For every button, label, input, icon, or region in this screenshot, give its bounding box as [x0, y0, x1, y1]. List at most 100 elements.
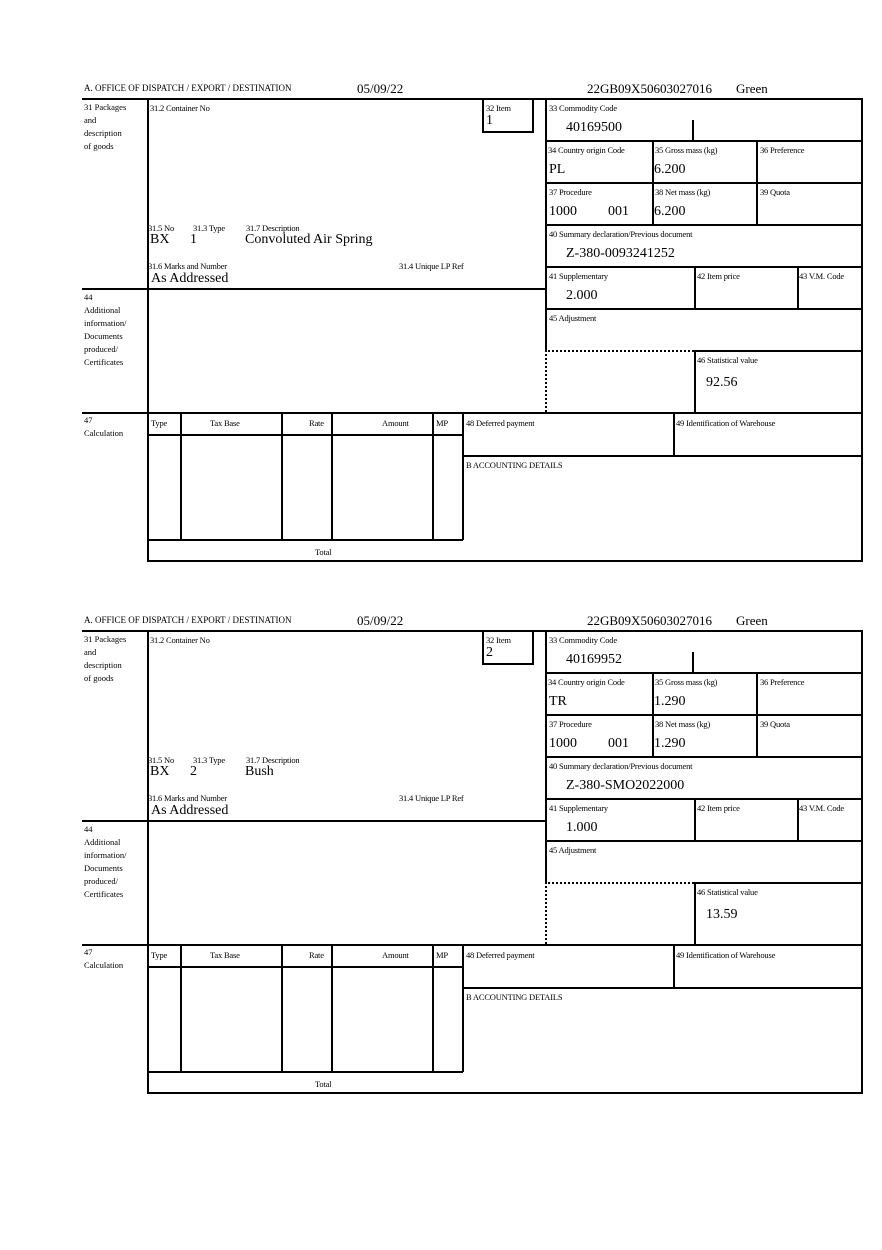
item-number: 1: [486, 113, 493, 128]
quota-label: 39 Quota: [760, 187, 790, 197]
divider: [694, 798, 696, 841]
dotted-divider: [545, 882, 694, 884]
packages-type-label: 31.3 Type: [193, 755, 225, 765]
accounting-details-label: B ACCOUNTING DETAILS: [466, 460, 563, 470]
description-label: 31.7 Description: [246, 223, 300, 233]
divider: [147, 560, 863, 562]
item-price-label: 42 Item price: [697, 271, 740, 281]
packages-type: 2: [190, 764, 197, 779]
item-price-label: 42 Item price: [697, 803, 740, 813]
divider: [694, 882, 696, 945]
country-origin-label: 34 Country origin Code: [548, 145, 625, 155]
gross-mass-label: 35 Gross mass (kg): [655, 677, 718, 687]
calc-mp-header: MP: [436, 418, 448, 428]
divider: [147, 539, 463, 541]
divider: [82, 288, 546, 290]
item-declaration-block: A. OFFICE OF DISPATCH / EXPORT / DESTINA…: [0, 610, 882, 1110]
divider: [545, 182, 863, 184]
dotted-divider: [545, 350, 694, 352]
route: Green: [736, 81, 768, 96]
item-label: 32 Item: [486, 635, 511, 645]
divider: [432, 944, 434, 1072]
reference-number: 22GB09X50603027016: [587, 81, 712, 96]
supplementary: 2.000: [566, 288, 598, 303]
divider: [692, 120, 694, 141]
total-label: Total: [315, 1079, 332, 1089]
dotted-divider: [545, 882, 547, 944]
commodity-code-label: 33 Commodity Code: [549, 635, 617, 645]
statistical-value-label: 46 Statistical value: [697, 355, 758, 365]
net-mass-label: 38 Net mass (kg): [655, 719, 711, 729]
adjustment-label: 45 Adjustment: [549, 313, 597, 323]
divider: [652, 140, 654, 225]
divider: [545, 756, 863, 758]
statistical-value: 13.59: [706, 907, 738, 922]
divider: [482, 100, 484, 133]
office-label: A. OFFICE OF DISPATCH / EXPORT / DESTINA…: [84, 83, 292, 93]
divider: [694, 266, 696, 309]
description-label: 31.7 Description: [246, 755, 300, 765]
procedure: 1000: [549, 204, 577, 219]
divider: [180, 944, 182, 1072]
country-origin-label: 34 Country origin Code: [548, 677, 625, 687]
box44-label: 44 Additional information/ Documents pro…: [84, 292, 127, 367]
divider: [82, 412, 863, 414]
adjustment-label: 45 Adjustment: [549, 845, 597, 855]
gross-mass-label: 35 Gross mass (kg): [655, 145, 718, 155]
packages-no: BX: [150, 232, 170, 247]
divider: [532, 100, 534, 133]
divider: [331, 944, 333, 1072]
divider: [147, 966, 463, 968]
divider: [147, 1071, 463, 1073]
calculation-label: 47 Calculation: [84, 415, 124, 438]
divider: [281, 944, 283, 1072]
divider: [861, 630, 863, 1094]
packages-type: 1: [190, 232, 197, 247]
previous-document: Z-380-0093241252: [566, 246, 675, 261]
calculation-label: 47 Calculation: [84, 947, 124, 970]
box31-label: 31 Packages and description of goods: [84, 102, 127, 151]
divider: [147, 434, 463, 436]
divider: [545, 672, 863, 674]
goods-description: Convoluted Air Spring: [245, 232, 373, 247]
date: 05/09/22: [357, 81, 404, 96]
divider: [694, 882, 863, 884]
commodity-code: 40169500: [566, 120, 622, 135]
warehouse-label: 49 Identification of Warehouse: [676, 950, 776, 960]
procedure-additional: 001: [608, 736, 629, 751]
divider: [797, 798, 799, 841]
procedure-additional: 001: [608, 204, 629, 219]
divider: [673, 944, 675, 988]
procedure: 1000: [549, 736, 577, 751]
procedure-label: 37 Procedure: [549, 719, 592, 729]
divider: [462, 944, 464, 1072]
item-declaration-block: A. OFFICE OF DISPATCH / EXPORT / DESTINA…: [0, 78, 882, 578]
warehouse-label: 49 Identification of Warehouse: [676, 418, 776, 428]
divider: [147, 630, 149, 1094]
divider: [652, 672, 654, 757]
supplementary-label: 41 Supplementary: [549, 803, 608, 813]
item-label: 32 Item: [486, 103, 511, 113]
packages-no-label: 31.5 No: [148, 755, 174, 765]
preference-label: 36 Preference: [760, 145, 805, 155]
divider: [545, 840, 863, 842]
supplementary: 1.000: [566, 820, 598, 835]
divider: [545, 714, 863, 716]
divider: [545, 308, 863, 310]
country-origin: PL: [549, 162, 566, 177]
divider: [545, 224, 863, 226]
divider: [180, 412, 182, 540]
accounting-details-label: B ACCOUNTING DETAILS: [466, 992, 563, 1002]
divider: [694, 350, 863, 352]
route: Green: [736, 613, 768, 628]
calc-amount-header: Amount: [382, 418, 409, 428]
date: 05/09/22: [357, 613, 404, 628]
divider: [861, 98, 863, 562]
divider: [82, 944, 863, 946]
divider: [756, 140, 758, 225]
calc-rate-header: Rate: [309, 950, 324, 960]
preference-label: 36 Preference: [760, 677, 805, 687]
calc-tax-base-header: Tax Base: [210, 418, 240, 428]
divider: [462, 987, 863, 989]
goods-description: Bush: [245, 764, 274, 779]
